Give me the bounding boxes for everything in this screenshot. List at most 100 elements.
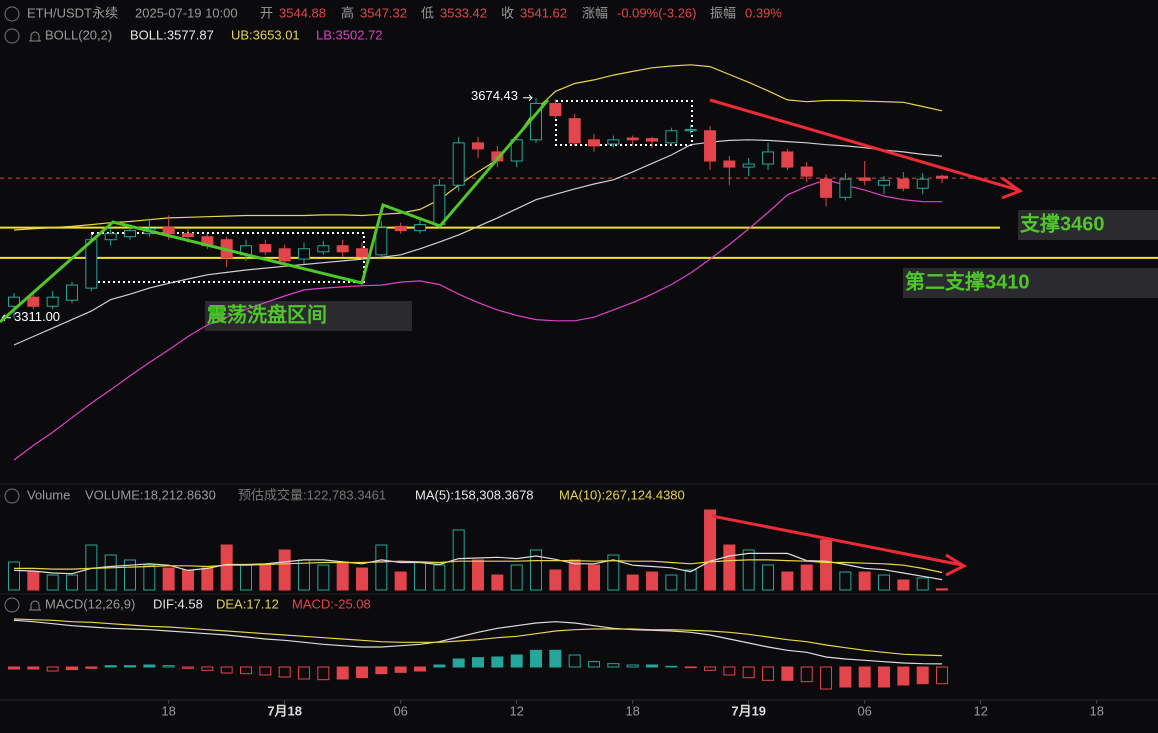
volume-bar: [356, 567, 369, 591]
x-tick-label: 06: [857, 703, 871, 718]
candle-body: [27, 296, 40, 307]
candle-body: [414, 224, 427, 232]
bell-icon[interactable]: [29, 31, 41, 42]
candle-body: [433, 184, 446, 226]
indicator-line: [14, 559, 943, 574]
macd-bar: [182, 666, 195, 669]
candle-body: [452, 142, 465, 186]
volume-bar: [684, 569, 697, 591]
volume-bar: [491, 574, 504, 591]
macd-bar: [762, 666, 775, 681]
macd-bar: [897, 666, 910, 686]
macd-bar: [704, 666, 717, 671]
field-label: 开: [260, 5, 273, 20]
candle-body: [723, 160, 736, 168]
volume-bar: [549, 569, 562, 591]
macd-bar: [317, 666, 330, 681]
high-label: 3674.43: [471, 88, 518, 103]
candle-body: [46, 296, 59, 307]
macd-bar: [781, 666, 794, 681]
macd-bar: [646, 664, 659, 668]
macd-bar: [7, 666, 20, 670]
volume-bar: [472, 559, 485, 591]
volume-bar: [510, 564, 523, 591]
macd-dif: DIF:4.58: [153, 596, 203, 611]
candle-body: [762, 151, 775, 165]
candle-body: [162, 227, 175, 235]
macd-bar: [568, 654, 581, 668]
macd-bar: [588, 661, 601, 668]
low-label: 3311.00: [14, 309, 60, 324]
vol-value: VOLUME:18,212.8630: [85, 487, 216, 502]
macd-bar: [607, 663, 620, 668]
candle-body: [124, 230, 137, 238]
x-tick-label: 18: [625, 703, 639, 718]
header-items: 开 3544.88 高 3547.32 低 3533.42 收 3541.62 涨幅 -0.09%…: [260, 5, 782, 20]
macd-bar: [394, 666, 407, 673]
macd-bar: [800, 666, 813, 683]
toggle-icon[interactable]: [4, 28, 20, 44]
volume-bar: [762, 564, 775, 591]
bell-icon[interactable]: [29, 600, 41, 611]
toggle-icon[interactable]: [4, 6, 20, 22]
candle-body: [472, 142, 485, 150]
field-value: 3544.88: [279, 5, 326, 20]
x-tick-label: 7月19: [731, 703, 766, 718]
macd-bar: [684, 666, 697, 669]
candle-body: [356, 248, 369, 258]
pointer: [523, 94, 533, 102]
boll-mid: BOLL:3577.87: [130, 27, 214, 42]
volume-bar: [878, 574, 891, 591]
field-label: 收: [501, 5, 514, 20]
macd-bar: [549, 649, 562, 668]
candle-body: [588, 139, 601, 147]
x-tick-label: 06: [393, 703, 407, 718]
volume-bar: [897, 579, 910, 591]
macd-bar: [723, 666, 736, 676]
indicator-line: [13, 179, 943, 461]
field-label: 低: [421, 5, 434, 20]
volume-bar: [742, 549, 755, 591]
toggle-icon[interactable]: [4, 597, 20, 613]
candle-body: [820, 178, 833, 198]
vol-est: 预估成交量:122,783.3461: [238, 487, 386, 502]
trend-arrow: [709, 98, 1024, 200]
candle-body: [916, 178, 929, 189]
macd-bar: [46, 666, 59, 672]
candle-body: [839, 178, 852, 198]
macd-bar: [356, 666, 369, 679]
toggle-icon[interactable]: [4, 488, 20, 504]
candle-body: [626, 137, 639, 141]
macd-bar: [491, 656, 504, 668]
macd-bar: [104, 665, 117, 668]
boll-low: LB:3502.72: [316, 27, 383, 42]
volume-bar: [665, 574, 678, 591]
macd-bar: [66, 666, 79, 671]
wave-path: [0, 99, 550, 324]
macd-label: MACD(12,26,9): [45, 596, 135, 611]
candle-body: [897, 178, 910, 189]
indicator-line: [13, 139, 943, 346]
candle-body: [800, 166, 813, 177]
label-box: [1018, 210, 1158, 240]
macd-bar: [665, 665, 678, 668]
macd-bar: [201, 666, 214, 671]
volume-bar: [104, 554, 117, 591]
volume-bar: [626, 574, 639, 591]
volume-bar: [781, 571, 794, 591]
plot: 18 7月18 06 12 18 7月19 06 12 18 3674.43 3311.00: [0, 64, 1158, 718]
volume-bar: [820, 539, 833, 591]
candle-body: [259, 244, 272, 253]
macd-bar: [936, 666, 949, 685]
volume-bar: [124, 559, 137, 591]
vol-ma10: MA(10):267,124.4380: [559, 487, 685, 502]
volume-bar: [704, 509, 717, 591]
macd-bar: [452, 658, 465, 668]
support-label: 第二支撑3410: [905, 269, 1030, 293]
symbol: ETH/USDT永续: [27, 5, 118, 20]
x-tick-label: 7月18: [267, 703, 302, 718]
candle-body: [85, 239, 98, 289]
candle-body: [182, 233, 195, 238]
candle-body: [510, 139, 523, 162]
field-value: 3541.62: [520, 5, 567, 20]
